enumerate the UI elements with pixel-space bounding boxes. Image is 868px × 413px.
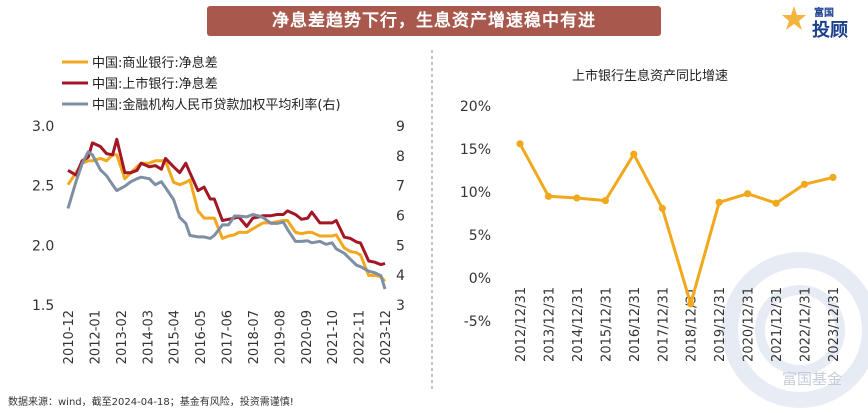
right-xtick-label: 2020/12/31 (742, 287, 757, 362)
right-series-point (573, 194, 581, 202)
right-xtick-label: 2014/12/31 (571, 287, 586, 362)
right-ytick-label: 6 (396, 209, 405, 225)
star-icon (782, 6, 806, 30)
right-xtick-label: 2013/12/31 (542, 287, 557, 362)
logo-main-text: 投顾 (812, 19, 848, 41)
right-series-point (800, 180, 809, 188)
right-xtick-label: 2012/12/31 (514, 287, 529, 362)
right-series-point (658, 204, 666, 212)
right-ytick-label: 4 (396, 268, 405, 284)
left-xtick-label: 2012-01 (88, 310, 103, 364)
left-xtick-label: 2021-10 (326, 310, 341, 364)
page-title: 净息差趋势下行，生息资产增速稳中有进 (272, 11, 596, 31)
right-chart-lines (516, 140, 837, 308)
watermark-graphic (722, 252, 868, 408)
left-chart-lines (66, 137, 387, 290)
right-ytick-label: 7 (396, 179, 405, 195)
right-series-point (772, 199, 780, 207)
right-xtick-label: 2019/12/31 (713, 287, 728, 362)
left-xtick-label: 2022-11 (353, 310, 368, 364)
left-chart-axes: 3.0 2.5 2.0 1.5 9 8 7 6 5 4 3 2010-12 2012-01 2013-02… (32, 119, 405, 364)
right-series-line (518, 143, 834, 306)
right-series-point (516, 140, 524, 148)
legend-left: 中国:商业银行:净息差 中国:上市银行:净息差 中国:金融机构人民币贷款加权平均… (62, 55, 341, 113)
right-ytick-label: -5% (464, 314, 491, 330)
right-xtick-label: 2023/12/31 (827, 287, 842, 362)
left-xtick-label: 2014-03 (141, 310, 156, 364)
left-xtick-label: 2010-12 (62, 310, 77, 364)
right-ytick-label: 20% (460, 99, 491, 115)
right-ytick-label: 9 (396, 119, 405, 135)
title-banner: 净息差趋势下行，生息资产增速稳中有进 (207, 6, 661, 36)
right-xtick-label: 2016/12/31 (628, 287, 643, 362)
left-xtick-label: 2019-08 (273, 310, 288, 364)
left-xtick-label: 2016-05 (194, 310, 209, 364)
right-series-point (687, 300, 695, 308)
right-series-point (715, 198, 723, 206)
right-series-point (744, 190, 752, 198)
logo-top-text: 富国 (814, 6, 834, 19)
left-ytick-label: 2.5 (32, 179, 54, 195)
left-xtick-label: 2020-09 (300, 310, 315, 364)
left-ytick-label: 1.5 (32, 298, 54, 314)
brand-logo: 富国 投顾 (782, 6, 848, 41)
left-xtick-label: 2023-12 (379, 310, 394, 364)
right-xtick-label: 2015/12/31 (599, 287, 614, 362)
left-xtick-label: 2017-06 (221, 310, 236, 364)
right-ytick-label: 0% (469, 271, 491, 287)
right-ytick-label: 3 (396, 298, 405, 314)
right-xtick-label: 2022/12/31 (799, 287, 814, 362)
left-xtick-label: 2013-02 (115, 310, 130, 364)
left-xtick-label: 2015-04 (168, 310, 183, 364)
left-series-line-2 (67, 137, 386, 267)
right-ytick-label: 5 (396, 238, 405, 254)
right-chart-title: 上市银行生息资产同比增速 (572, 68, 728, 84)
left-series-line-1 (66, 153, 387, 283)
right-ytick-label: 10% (460, 185, 491, 201)
left-xtick-label: 2018-07 (247, 310, 262, 364)
legend-label-series-3: 中国:金融机构人民币贷款加权平均利率(右) (92, 97, 341, 113)
left-series-line-3 (66, 150, 387, 290)
right-ytick-label: 5% (469, 228, 491, 244)
legend-label-series-2: 中国:上市银行:净息差 (92, 76, 218, 92)
right-chart-axes: 20% 15% 10% 5% 0% -5% 2012/12/31 2013/12/31 2014… (460, 99, 842, 362)
watermark-text: 富国基金 (782, 370, 842, 388)
right-series-point (601, 197, 610, 205)
right-ytick-label: 15% (460, 142, 491, 158)
legend-label-series-1: 中国:商业银行:净息差 (92, 55, 218, 71)
right-series-point (544, 192, 553, 200)
right-series-point (630, 150, 638, 158)
right-series-point (829, 173, 837, 181)
left-ytick-label: 3.0 (32, 119, 54, 135)
right-xtick-label: 2017/12/31 (656, 287, 671, 362)
left-ytick-label: 2.0 (32, 238, 54, 254)
footer-source: 数据来源：wind，截至2024-04-18；基金有风险，投资需谨慎! (8, 397, 294, 408)
right-ytick-label: 8 (396, 149, 405, 165)
right-xtick-label: 2021/12/31 (770, 287, 785, 362)
